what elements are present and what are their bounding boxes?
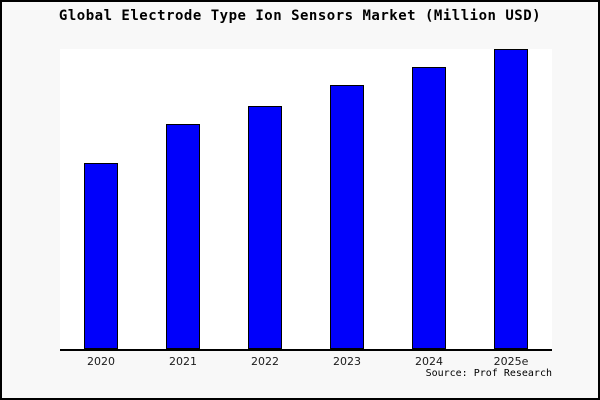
- chart-title: Global Electrode Type Ion Sensors Market…: [58, 8, 542, 24]
- source-label: Source: Prof Research: [425, 368, 552, 379]
- bar-2025e: [494, 49, 528, 349]
- bar-2022: [248, 106, 282, 349]
- x-tick-label-2022: 2022: [251, 355, 279, 368]
- x-tick-label-2021: 2021: [169, 355, 197, 368]
- bar-slot-2022: [224, 49, 306, 349]
- bar-2024: [412, 67, 446, 349]
- bar-slot-2021: [142, 49, 224, 349]
- plot-area: [60, 49, 552, 351]
- bar-slot-2020: [60, 49, 142, 349]
- bar-2023: [330, 85, 364, 349]
- bar-slot-2024: [388, 49, 470, 349]
- bar-2021: [166, 124, 200, 349]
- bar-2020: [84, 163, 118, 349]
- x-tick-label-2023: 2023: [333, 355, 361, 368]
- x-tick-label-2024: 2024: [415, 355, 443, 368]
- bar-slot-2025e: [470, 49, 552, 349]
- x-axis-tick-labels: 2020 2021 2022 2023 2024 2025e: [60, 355, 552, 368]
- bar-slot-2023: [306, 49, 388, 349]
- x-tick-label-2020: 2020: [87, 355, 115, 368]
- bars-container: [60, 49, 552, 349]
- x-tick-label-2025e: 2025e: [493, 355, 529, 368]
